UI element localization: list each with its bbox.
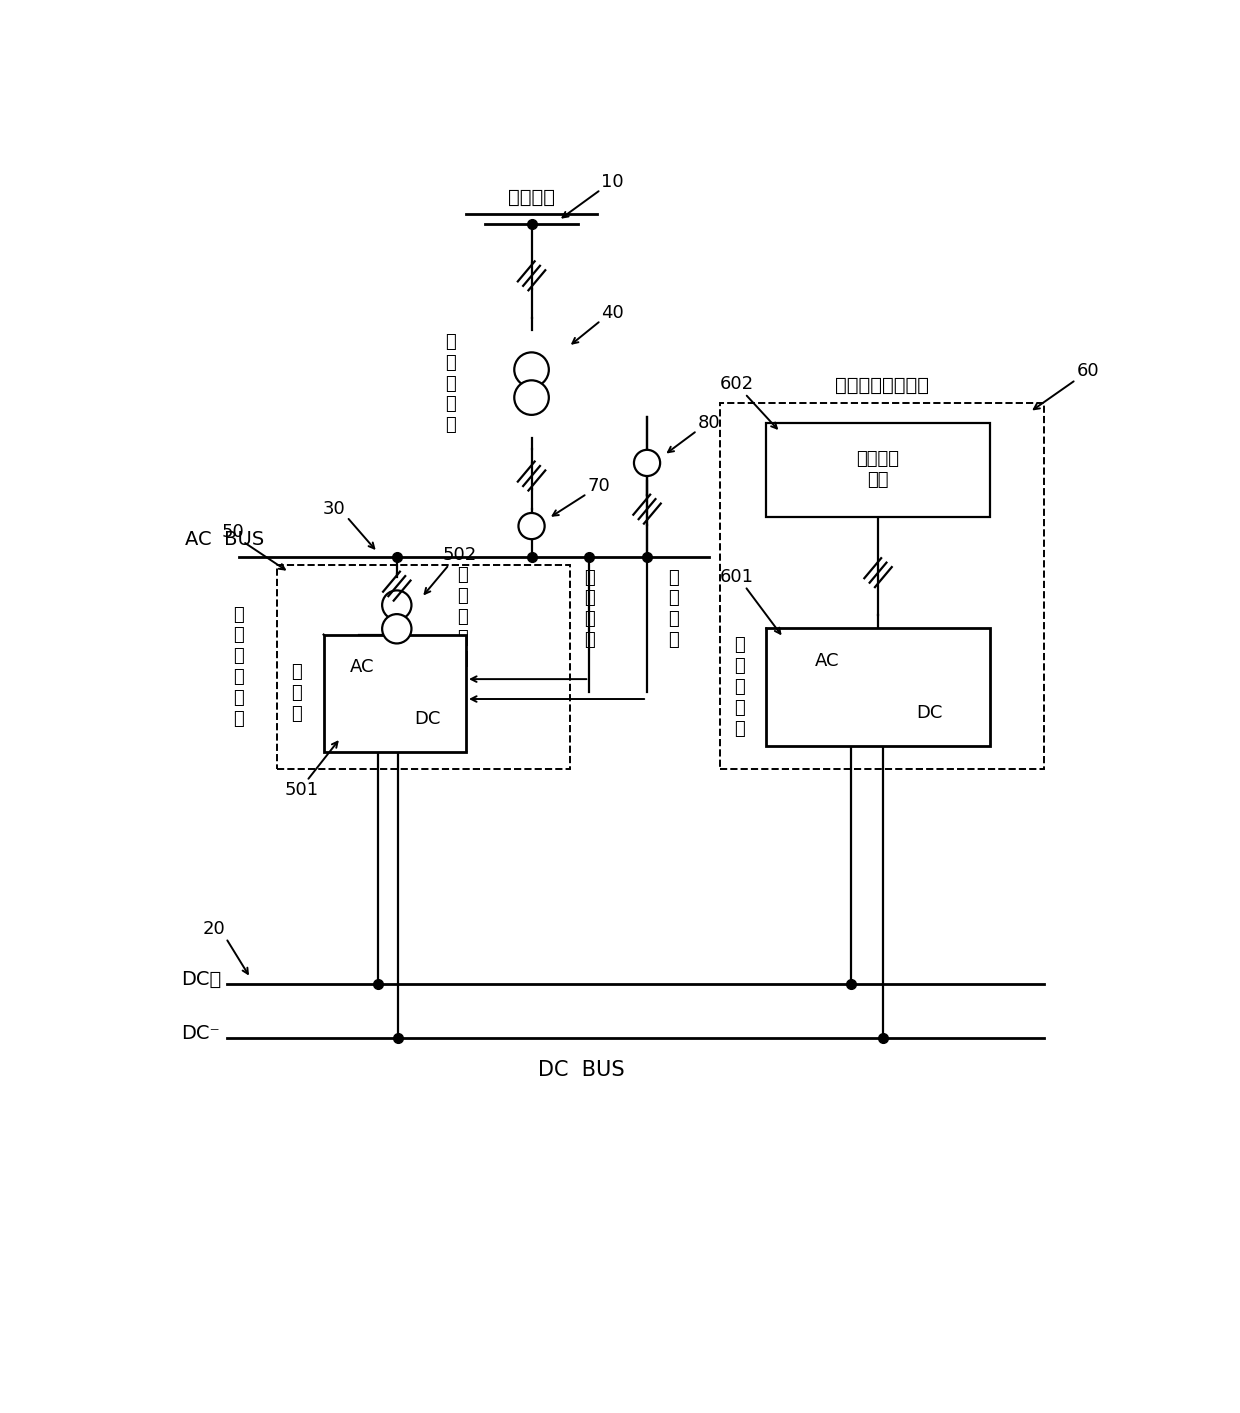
Text: 第
二
变
压
器: 第 二 变 压 器 — [456, 567, 467, 667]
Text: 飞轮储能
单元: 飞轮储能 单元 — [857, 451, 899, 489]
Text: 80: 80 — [697, 414, 720, 432]
Text: DC＋: DC＋ — [181, 971, 222, 989]
Circle shape — [634, 449, 660, 476]
Text: AC: AC — [350, 658, 374, 677]
Text: DC⁻: DC⁻ — [181, 1024, 219, 1043]
Text: 50: 50 — [222, 523, 244, 541]
Bar — [766, 422, 990, 517]
Text: 第
一
变
压
器: 第 一 变 压 器 — [445, 333, 456, 434]
Text: 60: 60 — [1078, 362, 1100, 380]
Text: 30: 30 — [322, 500, 345, 519]
Text: 逆
变
器: 逆 变 器 — [291, 663, 303, 723]
Text: 三
相
电
流: 三 相 电 流 — [668, 568, 680, 649]
Text: 双
向
变
流
器: 双 向 变 流 器 — [734, 636, 745, 738]
Circle shape — [515, 380, 549, 415]
Text: 602: 602 — [720, 376, 754, 393]
Text: AC: AC — [815, 653, 839, 670]
Text: DC  BUS: DC BUS — [538, 1061, 625, 1081]
Text: 20: 20 — [202, 920, 224, 938]
Circle shape — [518, 513, 544, 540]
Text: 70: 70 — [588, 478, 610, 495]
Text: 502: 502 — [443, 547, 477, 564]
Circle shape — [382, 615, 412, 643]
Text: DC: DC — [916, 704, 942, 722]
Text: AC  BUS: AC BUS — [185, 530, 264, 550]
Text: 601: 601 — [720, 568, 754, 586]
Bar — [324, 634, 466, 752]
Text: 501: 501 — [285, 781, 319, 800]
Bar — [278, 565, 570, 769]
Text: 40: 40 — [601, 304, 624, 322]
Text: 飞轮储能回馈模块: 飞轮储能回馈模块 — [835, 376, 929, 396]
Text: 逆
变
回
馈
模
块: 逆 变 回 馈 模 块 — [233, 606, 244, 728]
Bar — [766, 629, 990, 746]
Text: 上级电网: 上级电网 — [508, 188, 556, 206]
Bar — [720, 403, 1044, 769]
Text: 三
相
电
压: 三 相 电 压 — [584, 568, 595, 649]
Text: DC: DC — [414, 709, 441, 728]
Text: 10: 10 — [601, 172, 624, 191]
